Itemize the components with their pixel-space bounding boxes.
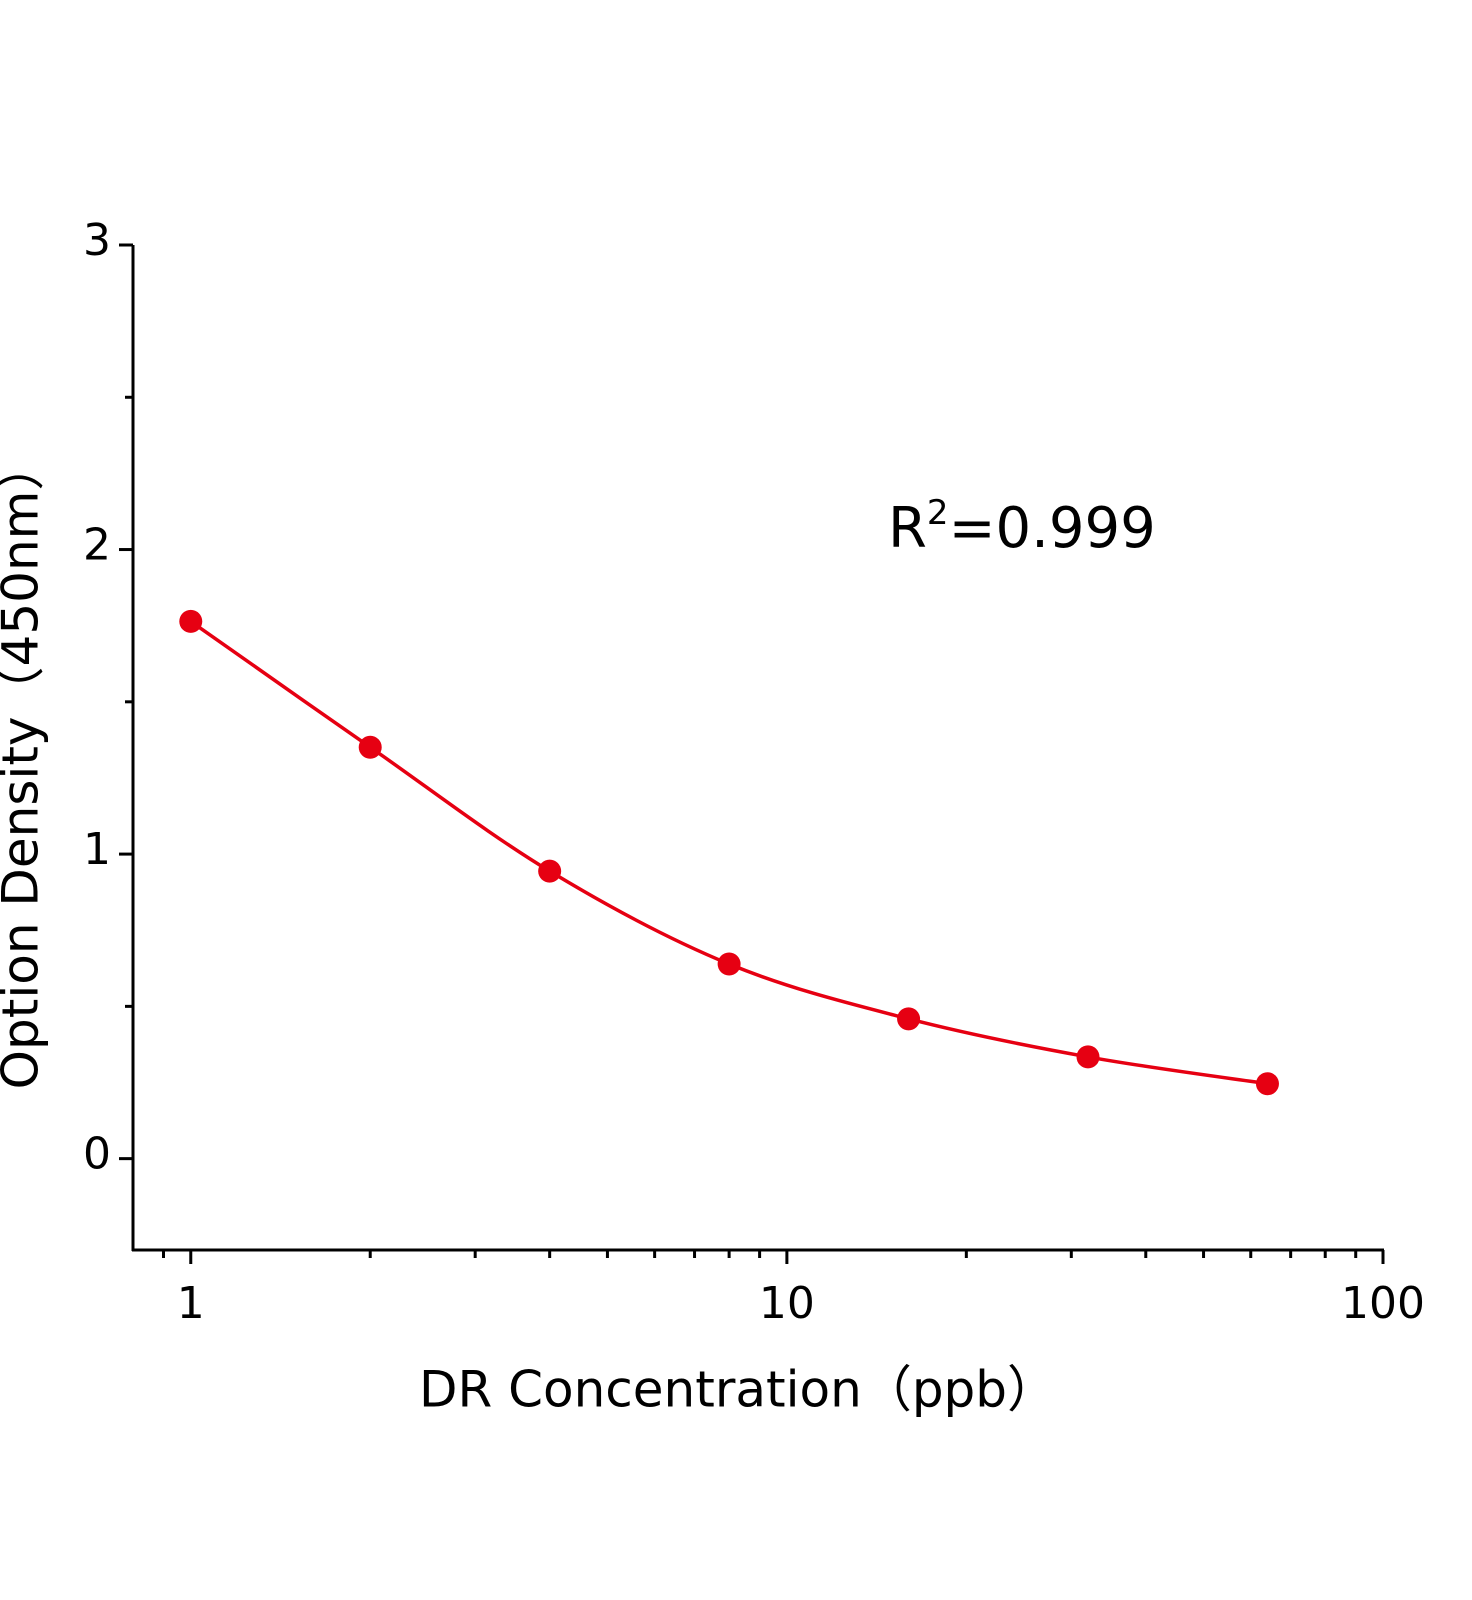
x-axis-label: DR Concentration（ppb） <box>419 1361 1057 1419</box>
annotation-text: R <box>888 496 927 561</box>
y-axis-label: Option Density（450nm） <box>0 441 50 1090</box>
annotation: R2=0.999 <box>888 493 1156 562</box>
data-point <box>358 735 382 759</box>
fit-curve <box>189 619 1268 1086</box>
y-tick-label: 3 <box>83 215 111 266</box>
x-tick-label: 1 <box>177 1278 205 1329</box>
y-tick-label: 2 <box>83 520 111 571</box>
data-point <box>538 859 562 883</box>
y-tick-label: 1 <box>83 824 111 875</box>
y-tick-label: 0 <box>83 1129 111 1180</box>
data-point <box>717 952 741 976</box>
data-point <box>1255 1072 1279 1096</box>
data-point <box>897 1007 921 1031</box>
annotation-superscript: 2 <box>927 493 949 533</box>
data-point <box>179 609 203 633</box>
data-point <box>1076 1045 1100 1069</box>
x-tick-label: 100 <box>1341 1278 1425 1329</box>
x-tick-label: 10 <box>759 1278 815 1329</box>
annotation-text: =0.999 <box>949 496 1156 561</box>
